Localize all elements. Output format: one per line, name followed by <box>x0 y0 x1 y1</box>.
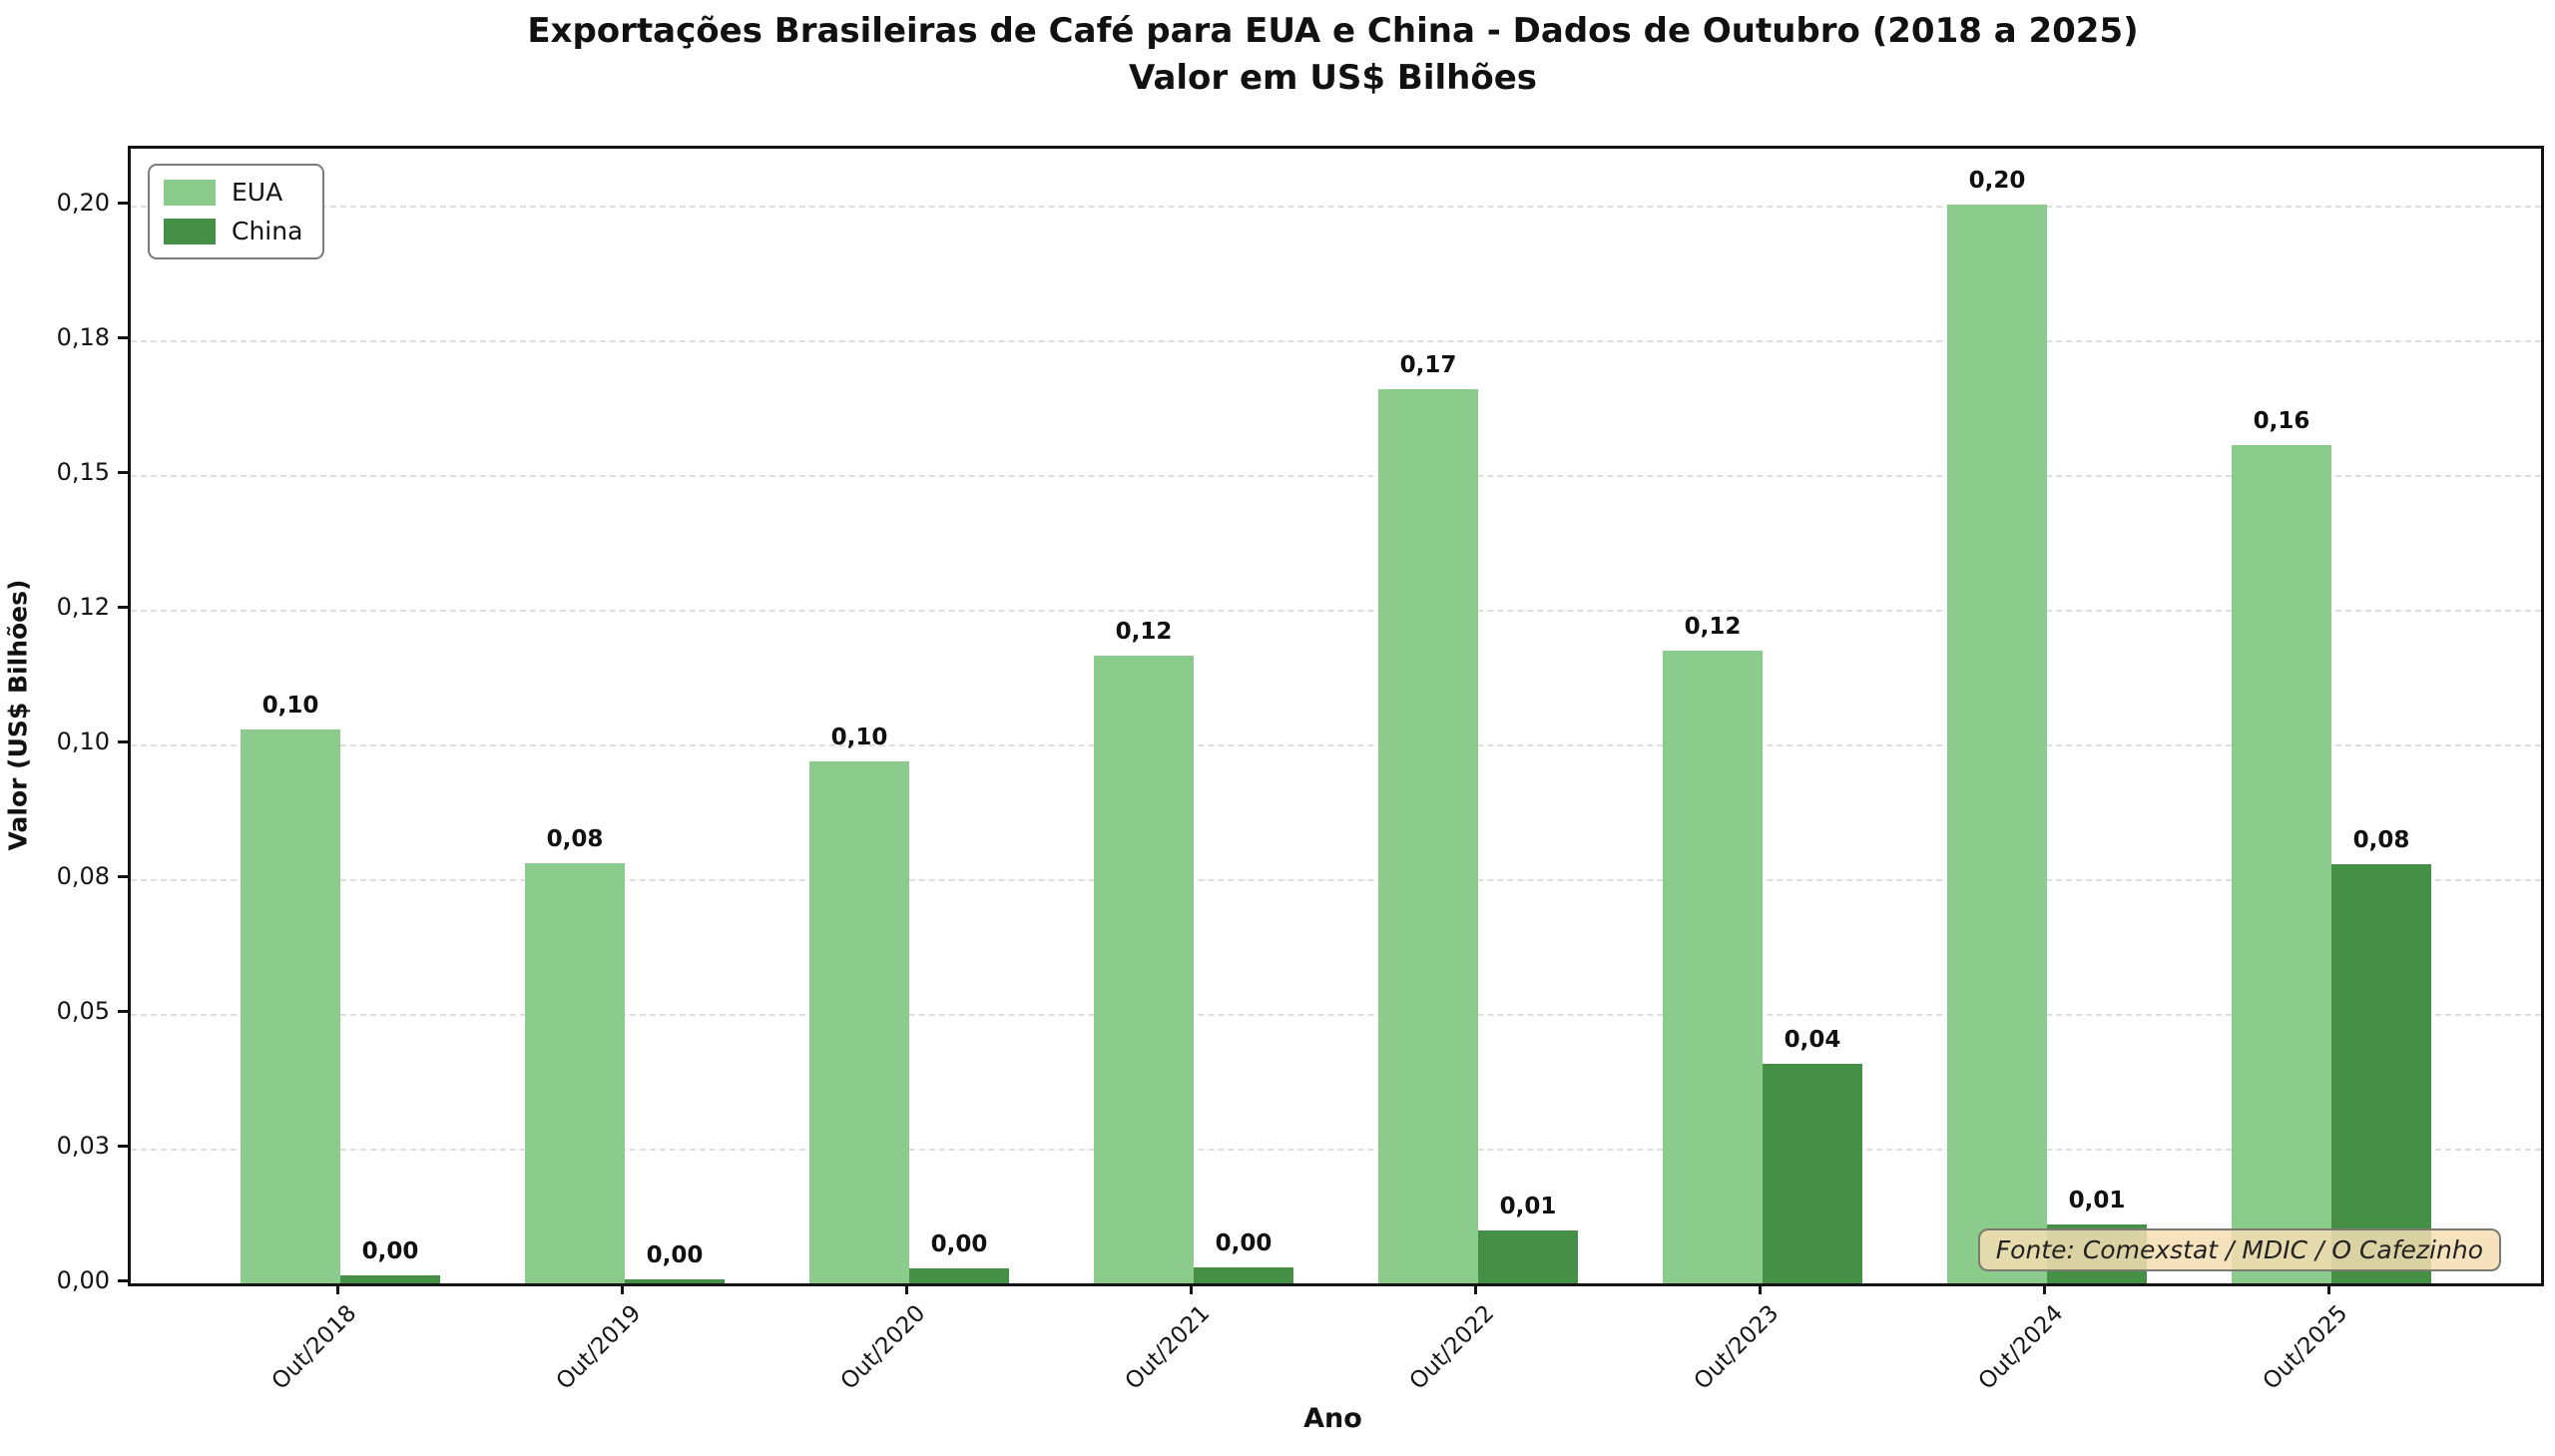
y-tick-mark <box>118 740 128 743</box>
bar-eua <box>525 862 625 1283</box>
x-tick-label: Out/2022 <box>1404 1300 1500 1395</box>
bar-value-label: 0,08 <box>546 825 604 852</box>
y-tick-mark <box>118 1279 128 1282</box>
legend-swatch-china <box>164 218 216 244</box>
x-tick-label: Out/2024 <box>1973 1300 2069 1395</box>
bar-value-label: 0,10 <box>261 692 319 719</box>
bar-value-label: 0,00 <box>361 1237 419 1264</box>
bar-china <box>2331 863 2431 1283</box>
bar-value-label: 0,00 <box>646 1242 704 1269</box>
gridline <box>131 475 2541 478</box>
x-tick-mark <box>2043 1283 2046 1294</box>
bar-value-label: 0,08 <box>2352 826 2410 853</box>
bar-value-label: 0,00 <box>1215 1230 1273 1257</box>
chart-title: Exportações Brasileiras de Café para EUA… <box>527 11 2139 51</box>
gridline <box>131 744 2541 747</box>
bar-value-label: 0,17 <box>1399 351 1457 378</box>
bar-value-label: 0,12 <box>1684 613 1742 640</box>
bar-value-label: 0,00 <box>930 1230 988 1257</box>
y-tick-mark <box>118 471 128 474</box>
source-annotation: Fonte: Comexstat / MDIC / O Cafezinho <box>1977 1228 2501 1271</box>
x-tick-mark <box>905 1283 908 1294</box>
y-tick-mark <box>118 875 128 878</box>
bar-eua <box>809 761 909 1283</box>
x-tick-label: Out/2023 <box>1689 1300 1785 1395</box>
bar-eua <box>1378 388 1478 1283</box>
x-tick-label: Out/2021 <box>1120 1300 1216 1395</box>
chart-subtitle: Valor em US$ Bilhões <box>1128 57 1537 98</box>
bar-eua <box>1094 656 1194 1283</box>
x-tick-mark <box>621 1283 624 1294</box>
y-tick-label: 0,10 <box>56 728 110 756</box>
gridline <box>131 206 2541 209</box>
x-tick-label: Out/2020 <box>835 1300 931 1395</box>
x-tick-mark <box>1759 1283 1762 1294</box>
legend-swatch-eua <box>164 179 216 206</box>
x-tick-mark <box>2327 1283 2330 1294</box>
bar-value-label: 0,01 <box>2068 1188 2126 1214</box>
bar-china <box>340 1274 440 1283</box>
bar-value-label: 0,04 <box>1784 1027 1841 1054</box>
x-tick-label: Out/2018 <box>266 1300 362 1395</box>
y-tick-label: 0,20 <box>56 189 110 218</box>
bar-value-label: 0,20 <box>1968 168 2026 195</box>
gridline <box>131 610 2541 613</box>
bar-value-label: 0,16 <box>2253 408 2310 435</box>
bar-value-label: 0,10 <box>830 725 888 751</box>
x-tick-label: Out/2025 <box>2258 1300 2353 1395</box>
bar-china <box>1763 1064 1862 1283</box>
x-axis-title: Ano <box>1303 1403 1362 1434</box>
y-tick-mark <box>118 1145 128 1148</box>
x-tick-mark <box>1190 1283 1193 1294</box>
x-tick-label: Out/2019 <box>551 1300 647 1395</box>
y-axis-title: Valor (US$ Bilhões) <box>3 579 33 851</box>
y-tick-mark <box>118 1010 128 1013</box>
y-tick-label: 0,00 <box>56 1266 110 1294</box>
bar-china <box>1478 1229 1578 1283</box>
legend-label: EUA <box>232 178 283 207</box>
gridline <box>131 1014 2541 1017</box>
y-tick-label: 0,05 <box>56 997 110 1026</box>
legend: EUA China <box>148 164 325 259</box>
y-tick-mark <box>118 202 128 205</box>
chart-title-block: Exportações Brasileiras de Café para EUA… <box>128 8 2538 102</box>
x-tick-mark <box>1474 1283 1477 1294</box>
gridline <box>131 1149 2541 1152</box>
gridline <box>131 879 2541 882</box>
bar-china <box>1194 1267 1293 1283</box>
y-tick-mark <box>118 606 128 609</box>
y-tick-label: 0,18 <box>56 323 110 352</box>
y-tick-mark <box>118 336 128 339</box>
bar-eua <box>1663 650 1763 1283</box>
bar-eua <box>241 729 340 1283</box>
bar-value-label: 0,12 <box>1115 619 1173 646</box>
bar-value-label: 0,01 <box>1499 1193 1557 1219</box>
x-tick-mark <box>336 1283 339 1294</box>
plot-area: EUA China Fonte: Comexstat / MDIC / O Caf… <box>128 146 2544 1286</box>
y-tick-label: 0,15 <box>56 458 110 487</box>
y-tick-label: 0,03 <box>56 1132 110 1161</box>
bar-china <box>909 1267 1009 1283</box>
y-tick-label: 0,08 <box>56 862 110 891</box>
bar-eua <box>1947 205 2047 1283</box>
bar-eua <box>2232 445 2331 1283</box>
legend-item: EUA <box>164 178 302 207</box>
legend-label: China <box>232 217 303 245</box>
legend-item: China <box>164 217 302 245</box>
gridline <box>131 340 2541 343</box>
y-tick-label: 0,12 <box>56 593 110 622</box>
bar-china <box>625 1279 725 1283</box>
